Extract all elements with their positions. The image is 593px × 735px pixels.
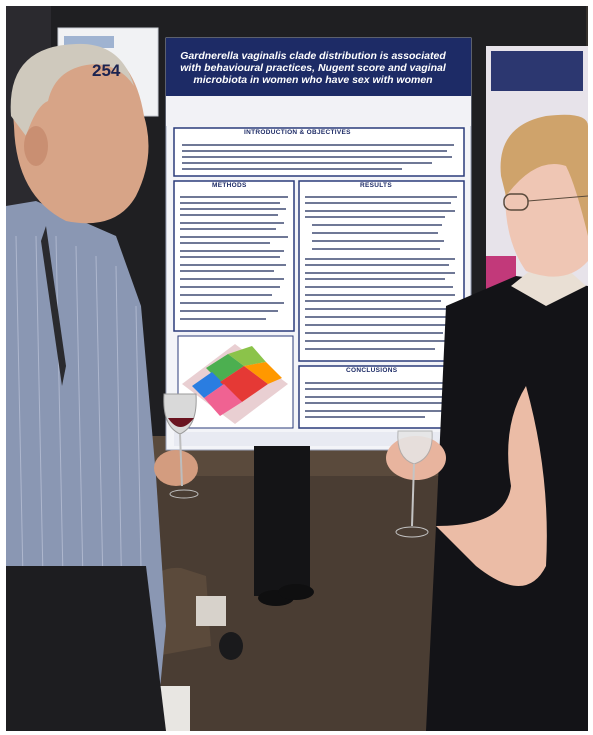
methods-heading: METHODS [212, 182, 247, 189]
man-trousers [6, 566, 166, 731]
poster-title-line-2: with behavioural practices, Nugent score… [180, 62, 446, 74]
woman-hair [500, 114, 588, 236]
man-glass-stem [179, 433, 183, 487]
woman-glass-stem [411, 463, 415, 527]
conclusions-heading: CONCLUSIONS [346, 367, 398, 374]
man-hair [10, 43, 135, 137]
bag-strap [41, 226, 66, 386]
woman-glass-base [395, 526, 429, 538]
man-hand [154, 450, 198, 486]
floor-bag [151, 567, 211, 656]
poster-number: 254 [92, 61, 121, 80]
woman-collar [511, 266, 586, 306]
diagram-green [206, 354, 244, 382]
results-heading: RESULTS [360, 182, 392, 189]
poster-title: Gardnerella vaginalis clade distribution… [178, 50, 448, 86]
intro-heading: INTRODUCTION & OBJECTIVES [244, 129, 351, 136]
floor-object [219, 632, 243, 660]
photo-scene [6, 6, 588, 731]
poster-text-lines [180, 144, 457, 418]
woman-wine-glass [397, 430, 433, 465]
woman-glasses [503, 193, 529, 211]
floor-paper [196, 596, 226, 626]
poster-title-band [166, 38, 471, 96]
diagram-orange [244, 362, 282, 384]
man-glass-base [169, 489, 199, 499]
background-shoe-right [278, 584, 314, 600]
man-ear [24, 126, 48, 166]
poster-authors-band [166, 96, 471, 126]
conference-photo: 254 Gardnerella vaginalis clade distribu… [6, 6, 588, 731]
poster-title-line-3: microbiota in women who have sex with wo… [193, 74, 433, 86]
poster-title-line-1: Gardnerella vaginalis clade distribution… [180, 50, 446, 62]
diagram-pink [204, 384, 242, 416]
logo-strip [174, 432, 464, 446]
right-poster-header [491, 51, 583, 91]
diagram-blue [192, 372, 224, 398]
woman-arm [436, 386, 547, 586]
background-person-legs [254, 446, 310, 596]
diagram-lightgreen [228, 346, 266, 366]
man-wine [168, 418, 194, 427]
woman-glasses-arm [527, 195, 588, 202]
